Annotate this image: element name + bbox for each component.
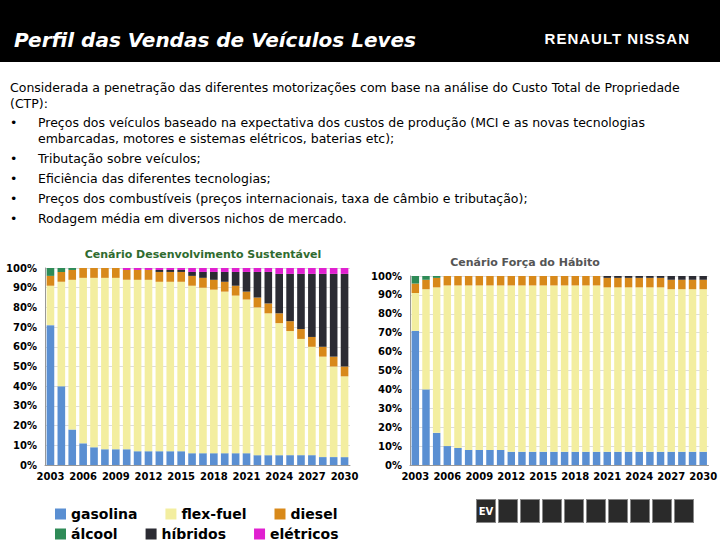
svg-text:2006: 2006 bbox=[433, 471, 461, 482]
html-text:Eficiência das diferentes tecn: Eficiência das diferentes tecnologias; bbox=[38, 171, 271, 186]
svg-text:0%: 0% bbox=[20, 460, 37, 471]
html-text:Preços dos veículos baseado na: Preços dos veículos baseado na expectati… bbox=[38, 115, 645, 146]
html-text:Rodagem média em diversos nich: Rodagem média em diversos nichos de merc… bbox=[38, 211, 347, 226]
svg-text:2003: 2003 bbox=[401, 471, 429, 482]
svg-text:2015: 2015 bbox=[167, 471, 195, 482]
svg-text:2030: 2030 bbox=[331, 471, 359, 482]
svg-text:80%: 80% bbox=[378, 308, 402, 319]
svg-text:2009: 2009 bbox=[465, 471, 493, 482]
svg-text:elétricos: elétricos bbox=[270, 526, 338, 540]
svg-text:30%: 30% bbox=[378, 403, 402, 414]
svg-text:40%: 40% bbox=[13, 381, 37, 392]
svg-text:2003: 2003 bbox=[37, 471, 65, 482]
svg-text:70%: 70% bbox=[378, 327, 402, 338]
svg-text:100%: 100% bbox=[6, 263, 37, 274]
svg-text:2009: 2009 bbox=[102, 471, 130, 482]
svg-text:2021: 2021 bbox=[233, 471, 261, 482]
html-text:RENAULT NISSAN: RENAULT NISSAN bbox=[544, 30, 690, 47]
svg-text:2027: 2027 bbox=[298, 471, 326, 482]
svg-text:50%: 50% bbox=[378, 365, 402, 376]
svg-text:80%: 80% bbox=[13, 302, 37, 313]
html-text:EV: EV bbox=[478, 506, 494, 517]
svg-text:20%: 20% bbox=[13, 420, 37, 431]
html-text:Perfil das Vendas de Veículos: Perfil das Vendas de Veículos Leves bbox=[14, 28, 416, 52]
svg-text:70%: 70% bbox=[13, 322, 37, 333]
svg-text:Cenário Força do Hábito: Cenário Força do Hábito bbox=[450, 256, 600, 269]
svg-text:60%: 60% bbox=[13, 341, 37, 352]
svg-text:2006: 2006 bbox=[69, 471, 97, 482]
svg-text:2030: 2030 bbox=[689, 471, 717, 482]
svg-text:100%: 100% bbox=[371, 271, 402, 282]
svg-text:2027: 2027 bbox=[657, 471, 685, 482]
svg-text:10%: 10% bbox=[13, 440, 37, 451]
svg-text:2018: 2018 bbox=[561, 471, 589, 482]
svg-text:2024: 2024 bbox=[625, 471, 653, 482]
svg-text:2021: 2021 bbox=[593, 471, 621, 482]
svg-text:20%: 20% bbox=[378, 422, 402, 433]
svg-text:90%: 90% bbox=[378, 289, 402, 300]
svg-text:10%: 10% bbox=[378, 441, 402, 452]
svg-text:0%: 0% bbox=[385, 460, 402, 471]
svg-text:2015: 2015 bbox=[529, 471, 557, 482]
html-text:Considerada a penetração das d: Considerada a penetração das diferentes … bbox=[10, 80, 680, 111]
html-text:Tributação sobre veículos;: Tributação sobre veículos; bbox=[38, 151, 201, 166]
svg-text:gasolina: gasolina bbox=[71, 506, 137, 522]
svg-text:50%: 50% bbox=[13, 361, 37, 372]
svg-text:30%: 30% bbox=[13, 400, 37, 411]
svg-text:flex-fuel: flex-fuel bbox=[181, 506, 246, 522]
svg-text:60%: 60% bbox=[378, 346, 402, 357]
svg-text:álcool: álcool bbox=[71, 526, 118, 540]
svg-text:40%: 40% bbox=[378, 384, 402, 395]
svg-text:híbridos: híbridos bbox=[162, 526, 226, 540]
svg-text:2018: 2018 bbox=[200, 471, 228, 482]
svg-text:90%: 90% bbox=[13, 282, 37, 293]
html-text:Preços dos combustíveis (preço: Preços dos combustíveis (preços internac… bbox=[38, 191, 528, 206]
svg-text:2024: 2024 bbox=[265, 471, 293, 482]
svg-text:diesel: diesel bbox=[290, 506, 337, 522]
svg-text:Cenário Desenvolvimento Susten: Cenário Desenvolvimento Sustentável bbox=[85, 248, 322, 261]
svg-text:2012: 2012 bbox=[497, 471, 525, 482]
svg-text:2012: 2012 bbox=[135, 471, 163, 482]
